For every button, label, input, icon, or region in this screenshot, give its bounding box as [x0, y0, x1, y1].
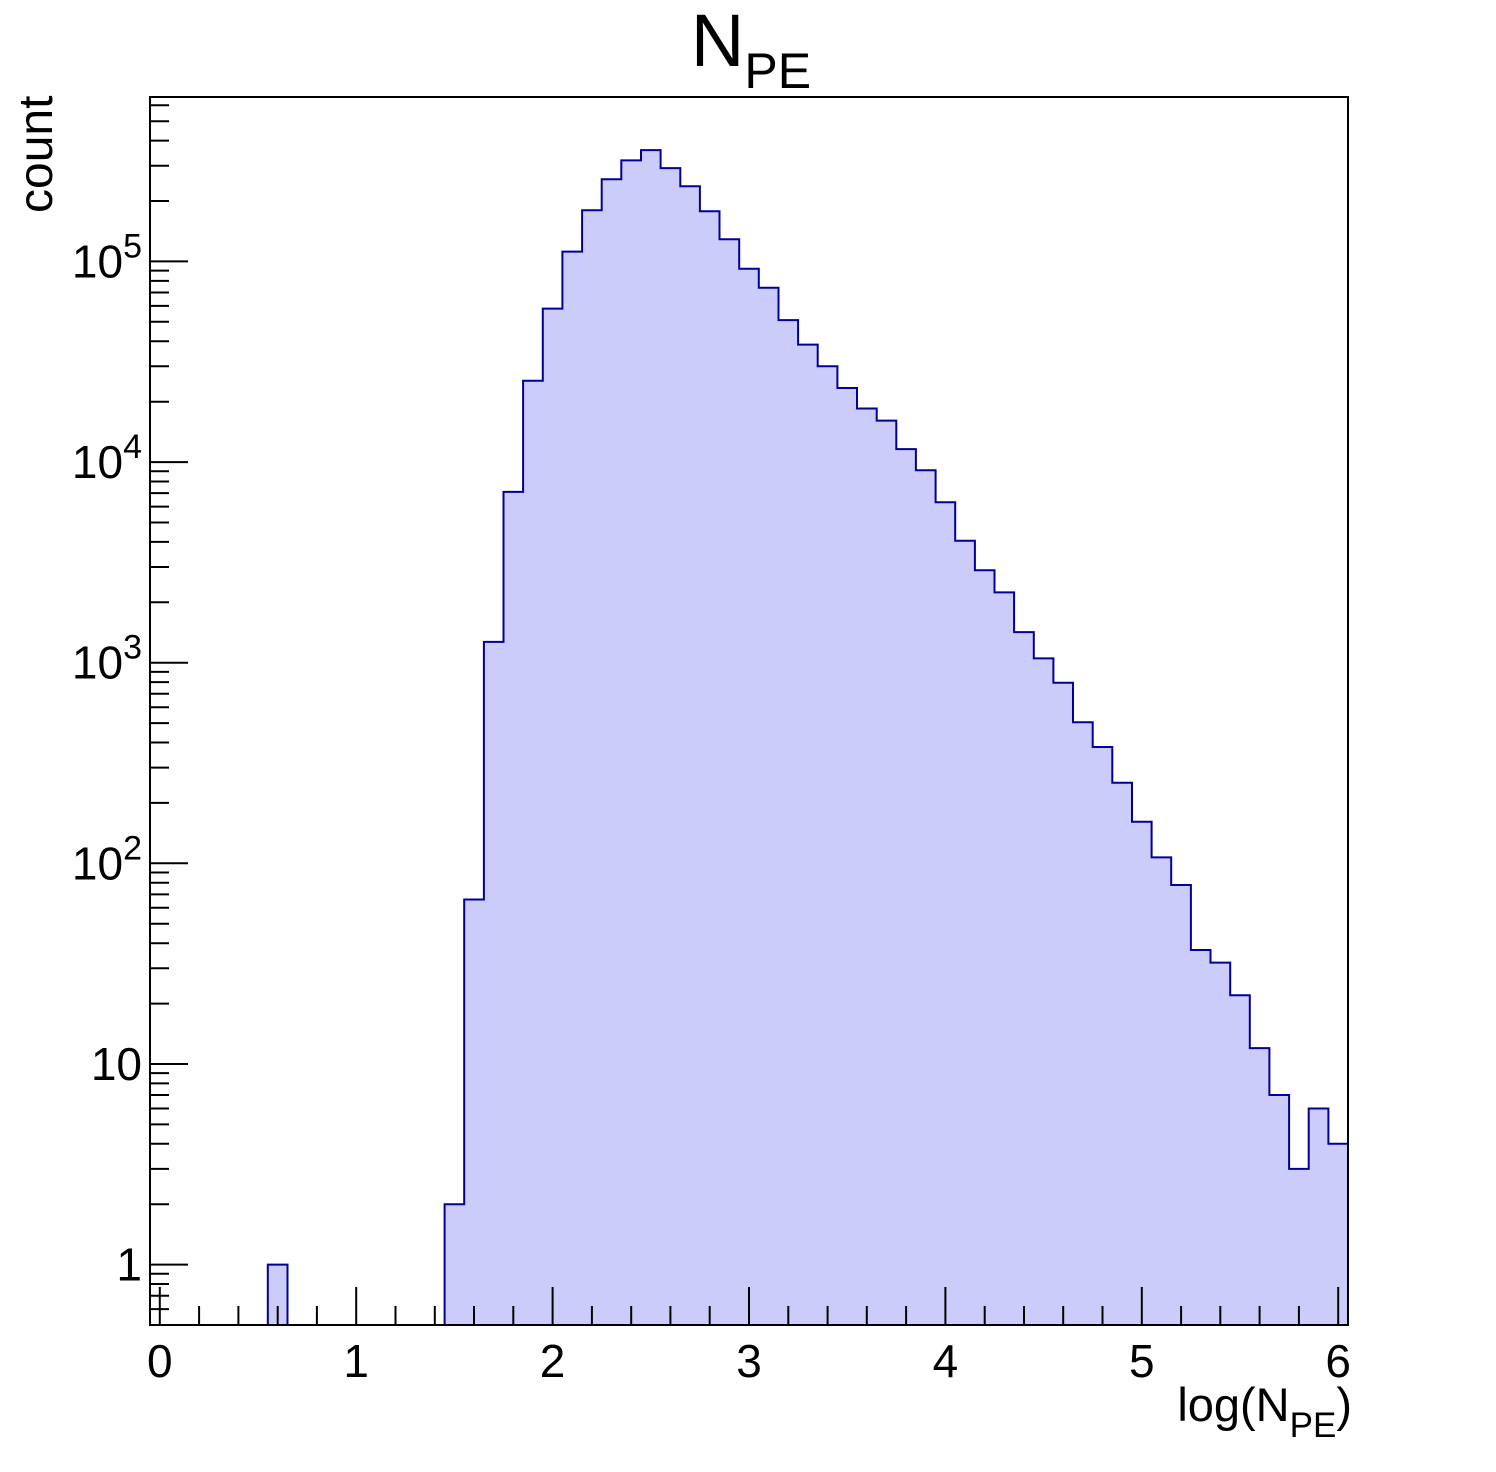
y-tick-label: 105 — [72, 227, 142, 287]
y-tick-label: 10 — [91, 1038, 142, 1090]
x-tick-label: 0 — [147, 1335, 173, 1387]
x-axis: 0 1 2 3 4 5 6 — [147, 1287, 1351, 1387]
titles: count NPE log(NPE) — [10, 0, 1352, 1445]
y-tick-label: 1 — [116, 1239, 142, 1291]
x-tick-label: 6 — [1325, 1335, 1351, 1387]
y-tick-label: 103 — [72, 629, 142, 689]
x-tick-label: 5 — [1129, 1335, 1155, 1387]
y-tick-label: 104 — [72, 428, 142, 488]
chart-title: NPE — [691, 0, 811, 99]
histogram-bars — [266, 149, 1349, 1326]
y-axis-title: count — [10, 96, 63, 213]
x-axis-title: log(NPE) — [1177, 1378, 1352, 1445]
x-tick-label: 3 — [736, 1335, 762, 1387]
x-tick-label: 4 — [933, 1335, 959, 1387]
y-axis: 1 10 102 103 104 105 — [72, 104, 188, 1311]
histogram-bars-path — [266, 149, 1349, 1326]
x-tick-label: 1 — [343, 1335, 369, 1387]
x-tick-label: 2 — [540, 1335, 566, 1387]
y-tick-label: 102 — [72, 829, 142, 889]
